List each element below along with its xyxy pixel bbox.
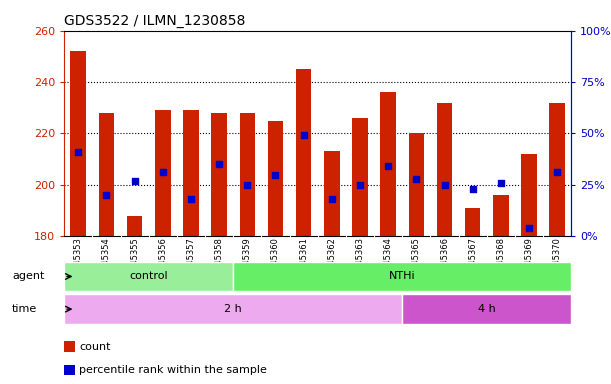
Text: GDS3522 / ILMN_1230858: GDS3522 / ILMN_1230858 [64, 14, 246, 28]
Bar [549, 103, 565, 236]
Text: 4 h: 4 h [478, 304, 496, 314]
Point [214, 161, 224, 167]
Bar [127, 216, 142, 236]
Bar [381, 92, 396, 236]
Text: 2 h: 2 h [224, 304, 242, 314]
Bar [70, 51, 86, 236]
Bar [183, 110, 199, 236]
Point [355, 182, 365, 188]
Text: GSM345355: GSM345355 [130, 237, 139, 288]
Bar [465, 208, 480, 236]
Bar [240, 113, 255, 236]
Point [101, 192, 111, 198]
Point [411, 175, 421, 182]
Text: GSM345354: GSM345354 [102, 237, 111, 288]
Point [243, 182, 252, 188]
Point [552, 169, 562, 175]
Text: time: time [12, 304, 37, 314]
Text: GSM345364: GSM345364 [384, 237, 393, 288]
Bar [64, 341, 75, 352]
Bar [268, 121, 284, 236]
Text: GSM345360: GSM345360 [271, 237, 280, 288]
Text: GSM345365: GSM345365 [412, 237, 421, 288]
Text: NTHi: NTHi [389, 271, 415, 281]
Point [383, 163, 393, 169]
Text: GSM345353: GSM345353 [74, 237, 82, 288]
Bar [296, 69, 312, 236]
Text: GSM345358: GSM345358 [214, 237, 224, 288]
Text: GSM345361: GSM345361 [299, 237, 308, 288]
Text: GSM345357: GSM345357 [186, 237, 196, 288]
Bar [324, 151, 340, 236]
Bar [437, 103, 452, 236]
Point [468, 186, 478, 192]
Point [524, 225, 534, 231]
Point [327, 196, 337, 202]
Bar [64, 295, 402, 324]
Bar [155, 110, 170, 236]
Text: GSM345367: GSM345367 [468, 237, 477, 288]
Bar [64, 364, 75, 375]
Point [73, 149, 83, 155]
Text: GSM345362: GSM345362 [327, 237, 336, 288]
Bar [493, 195, 508, 236]
Bar [409, 134, 424, 236]
Text: GSM345370: GSM345370 [553, 237, 562, 288]
Text: GSM345359: GSM345359 [243, 237, 252, 288]
Text: GSM345368: GSM345368 [496, 237, 505, 288]
Text: control: control [130, 271, 168, 281]
Bar [211, 113, 227, 236]
Text: count: count [79, 342, 111, 352]
Text: GSM345369: GSM345369 [524, 237, 533, 288]
Bar [352, 118, 368, 236]
Point [271, 172, 280, 178]
Bar [64, 262, 233, 291]
Bar [521, 154, 537, 236]
Text: percentile rank within the sample: percentile rank within the sample [79, 365, 267, 375]
Text: GSM345366: GSM345366 [440, 237, 449, 288]
Point [130, 178, 139, 184]
Point [440, 182, 450, 188]
Bar [98, 113, 114, 236]
Bar [233, 262, 571, 291]
Point [158, 169, 167, 175]
Point [186, 196, 196, 202]
Text: agent: agent [12, 271, 45, 281]
Text: GSM345363: GSM345363 [356, 237, 365, 288]
Point [496, 180, 506, 186]
Text: GSM345356: GSM345356 [158, 237, 167, 288]
Bar [402, 295, 571, 324]
Point [299, 132, 309, 139]
